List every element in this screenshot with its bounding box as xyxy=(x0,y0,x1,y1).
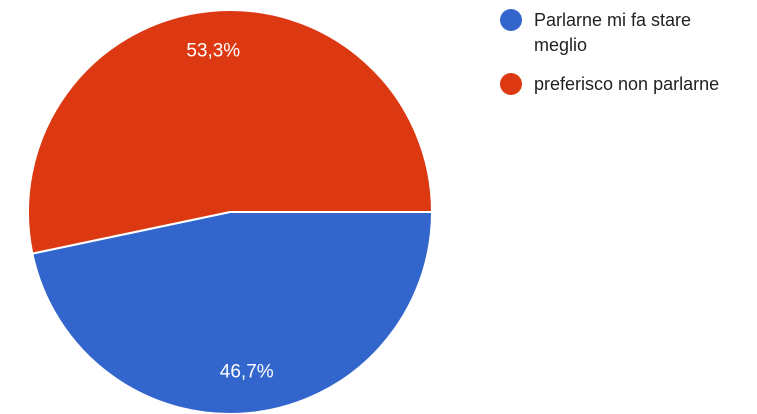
legend-label: preferisco non parlarne xyxy=(534,74,720,94)
legend-item-preferisco[interactable]: preferisco non parlarne xyxy=(500,72,750,97)
pie-slice-value-label: 46,7% xyxy=(220,362,274,383)
legend: Parlarne mi fa stare meglio preferisco n… xyxy=(500,8,750,111)
legend-swatch-blue xyxy=(500,9,522,31)
pie-slice-preferisco[interactable] xyxy=(27,9,434,255)
legend-swatch-red xyxy=(500,73,522,95)
legend-label: Parlarne mi fa stare meglio xyxy=(534,10,692,55)
pie-slices xyxy=(27,9,434,414)
pie-slice-labels: 46,7% 53,3% xyxy=(186,40,273,382)
pie-slice-value-label: 53,3% xyxy=(186,40,240,61)
pie-slice-parlarne[interactable] xyxy=(31,211,434,414)
legend-item-parlarne[interactable]: Parlarne mi fa stare meglio xyxy=(500,8,750,58)
